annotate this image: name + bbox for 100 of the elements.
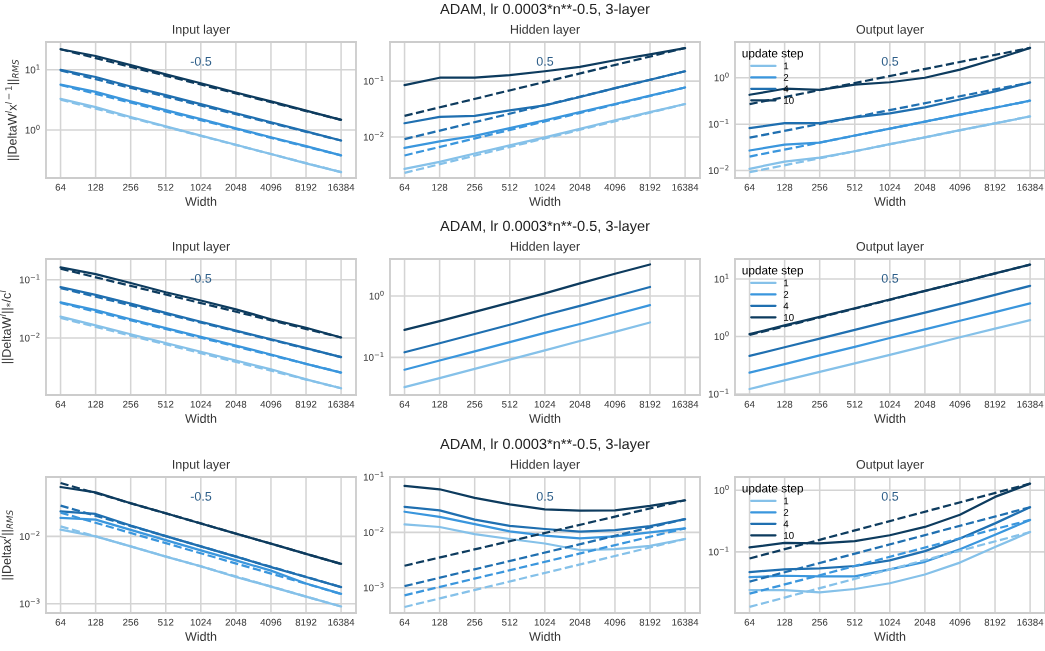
x-tick-label: 512: [847, 400, 863, 408]
x-tick-label: 512: [847, 618, 863, 626]
x-tick-label: 4096: [604, 183, 626, 191]
chart-title: Input layer: [172, 24, 230, 37]
x-tick-label: 4096: [949, 400, 971, 408]
x-tick-label: 1024: [190, 183, 212, 191]
y-tick-label: 10$^{0}$: [714, 484, 729, 494]
x-tick-label: 128: [88, 618, 104, 626]
y-tick-label: 10$^{0}$: [25, 124, 40, 134]
x-tick-label: 1024: [879, 183, 901, 191]
chart-title: Output layer: [856, 241, 924, 254]
y-tick-label: 10$^{−1}$: [708, 388, 729, 398]
x-tick-label: 64: [744, 400, 755, 408]
y-axis-title: ||DeltaW$^{l}$x$^{l−1}$||$_{RMS}$: [5, 59, 20, 160]
x-tick-label: 16384: [1017, 618, 1044, 626]
x-tick-label: 1024: [534, 183, 556, 191]
x-tick-label: 512: [502, 400, 518, 408]
y-tick-label: 10$^{1}$: [714, 273, 729, 283]
x-tick-label: 64: [399, 400, 410, 408]
y-tick-label: 10$^{−1}$: [19, 274, 40, 284]
x-tick-label: 64: [399, 618, 410, 626]
annotation: 0.5: [536, 56, 554, 66]
x-tick-label: 16384: [1017, 400, 1044, 408]
x-tick-label: 8192: [295, 183, 317, 191]
x-tick-label: 8192: [984, 183, 1006, 191]
annotation: 0.5: [881, 273, 899, 283]
x-tick-label: 128: [777, 400, 793, 408]
x-tick-label: 4096: [260, 618, 282, 626]
x-axis-title: Width: [185, 196, 217, 206]
y-tick-label: 10$^{−1}$: [363, 471, 384, 481]
x-tick-label: 16384: [328, 183, 355, 191]
x-axis-title: Width: [874, 631, 906, 641]
chart-title: Hidden layer: [510, 24, 580, 37]
x-tick-label: 1024: [190, 400, 212, 408]
y-tick-label: 10$^{−2}$: [363, 131, 384, 141]
annotation: 0.5: [881, 491, 899, 501]
x-tick-label: 64: [399, 183, 410, 191]
x-axis-title: Width: [529, 413, 561, 423]
x-tick-label: 64: [55, 400, 66, 408]
legend-label: 2: [783, 290, 789, 298]
y-tick-label: 10$^{−1}$: [363, 75, 384, 85]
legend-label: 1: [784, 62, 789, 70]
x-axis-title: Width: [529, 196, 561, 206]
x-tick-label: 8192: [295, 618, 317, 626]
legend-label: 4: [783, 302, 789, 310]
x-tick-label: 256: [812, 400, 828, 408]
x-tick-label: 8192: [639, 183, 661, 191]
y-tick-label: 10$^{−1}$: [363, 352, 384, 361]
x-tick-label: 128: [432, 183, 448, 191]
x-tick-label: 8192: [295, 400, 317, 408]
x-tick-label: 16384: [328, 618, 355, 626]
x-tick-label: 128: [88, 400, 104, 408]
x-axis-title: Width: [185, 631, 217, 641]
x-tick-label: 16384: [1017, 183, 1044, 191]
x-tick-label: 128: [432, 400, 448, 408]
annotation: -0.5: [190, 273, 212, 283]
y-tick-label: 10$^{−1}$: [708, 546, 729, 556]
line-series: [403, 285, 652, 354]
x-tick-label: 256: [812, 618, 828, 626]
y-tick-label: 10$^{0}$: [714, 72, 729, 82]
x-tick-label: 1024: [534, 618, 556, 626]
legend-label: 1: [784, 279, 789, 287]
x-tick-label: 2048: [569, 618, 591, 626]
legend-title: update step: [742, 483, 804, 495]
legend-title: update step: [742, 265, 804, 277]
x-tick-label: 2048: [225, 183, 247, 191]
x-tick-label: 4096: [260, 183, 282, 191]
annotation: 0.5: [536, 491, 554, 501]
y-tick-label: 10$^{−3}$: [363, 582, 384, 592]
legend-label: 1: [784, 497, 789, 505]
legend-label: 2: [783, 508, 789, 516]
annotation: -0.5: [190, 491, 212, 501]
x-tick-label: 8192: [984, 400, 1006, 408]
y-tick-label: 10$^{0}$: [714, 331, 729, 341]
x-tick-label: 256: [467, 400, 483, 408]
y-tick-label: 10$^{0}$: [369, 290, 384, 300]
x-tick-label: 256: [467, 183, 483, 191]
x-tick-label: 1024: [879, 618, 901, 626]
x-tick-label: 128: [777, 183, 793, 191]
x-tick-label: 8192: [984, 618, 1006, 626]
chart-subtitle: ADAM, lr 0.0003*n**-0.5, 3-layer: [440, 220, 650, 234]
x-axis-title: Width: [874, 196, 906, 206]
x-tick-label: 64: [55, 183, 66, 191]
x-tick-label: 256: [123, 183, 139, 191]
x-tick-label: 16384: [328, 400, 355, 408]
annotation: -0.5: [190, 56, 212, 66]
x-axis-title: Width: [185, 413, 217, 423]
x-tick-label: 4096: [604, 400, 626, 408]
legend-title: update step: [742, 48, 804, 60]
x-tick-label: 128: [432, 618, 448, 626]
x-tick-label: 4096: [604, 618, 626, 626]
x-tick-label: 2048: [914, 183, 936, 191]
x-tick-label: 8192: [639, 618, 661, 626]
x-tick-label: 256: [123, 400, 139, 408]
x-tick-label: 2048: [569, 400, 591, 408]
x-tick-label: 1024: [534, 400, 556, 408]
x-axis-title: Width: [874, 413, 906, 423]
x-tick-label: 16384: [672, 183, 699, 191]
chart-title: Hidden layer: [510, 241, 580, 254]
x-tick-label: 512: [502, 618, 518, 626]
